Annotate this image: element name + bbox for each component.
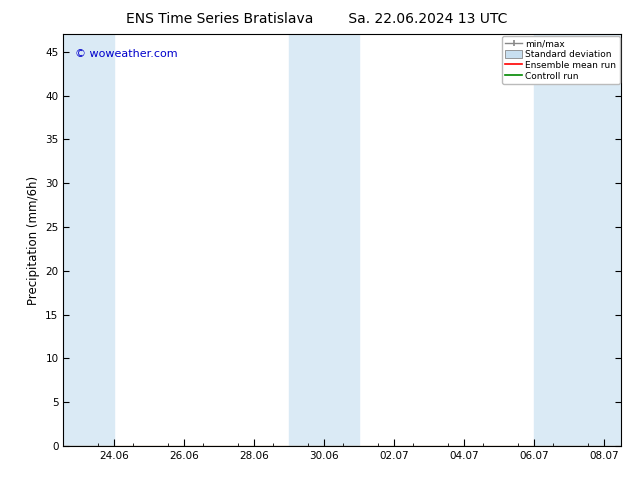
Bar xyxy=(63,34,114,446)
Text: © woweather.com: © woweather.com xyxy=(75,49,177,59)
Text: ENS Time Series Bratislava        Sa. 22.06.2024 13 UTC: ENS Time Series Bratislava Sa. 22.06.202… xyxy=(126,12,508,26)
Legend: min/max, Standard deviation, Ensemble mean run, Controll run: min/max, Standard deviation, Ensemble me… xyxy=(502,36,619,84)
Bar xyxy=(289,34,359,446)
Bar xyxy=(534,34,621,446)
Y-axis label: Precipitation (mm/6h): Precipitation (mm/6h) xyxy=(27,175,40,305)
